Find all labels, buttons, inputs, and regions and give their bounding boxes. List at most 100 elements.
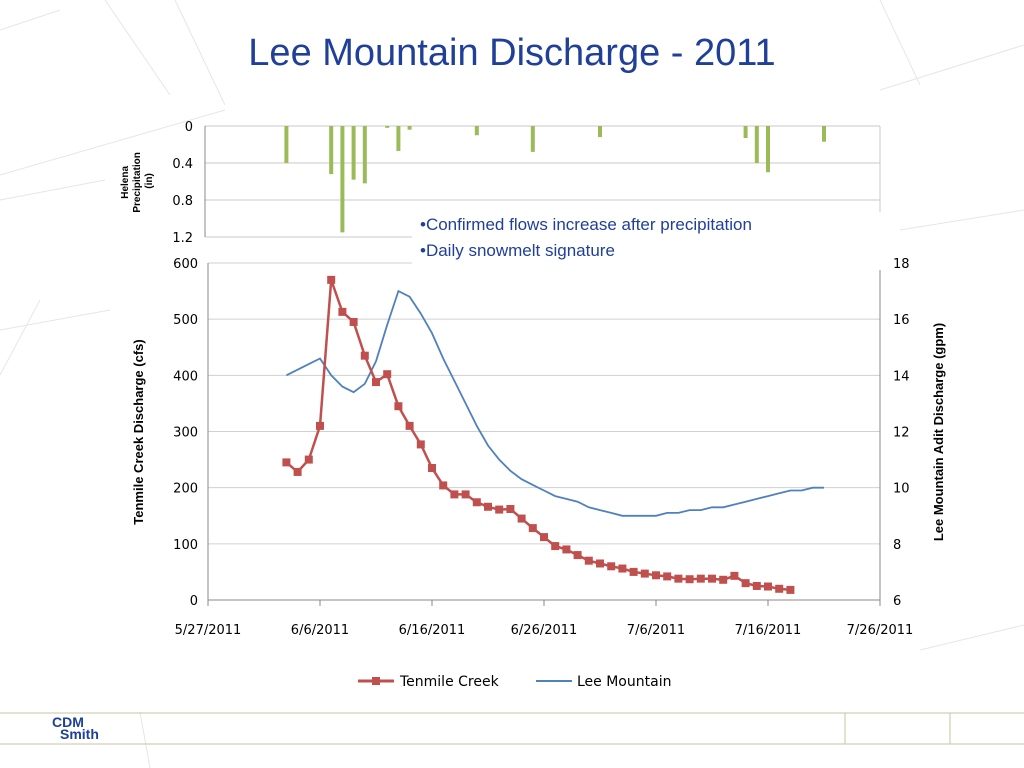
x-tick-label: 6/16/2011: [399, 623, 466, 638]
tenmile-creek-point: [506, 505, 515, 514]
tenmile-creek-point: [696, 574, 705, 583]
left-axis-label: Tenmile Creek Discharge (cfs): [131, 339, 146, 524]
tenmile-creek-line: [285, 279, 791, 592]
precipitation-chart: 0 0.4 0.8 1.2 Helena Precipitation (in): [120, 120, 881, 246]
precip-bar: [396, 126, 401, 151]
tenmile-creek-point: [596, 559, 604, 568]
tenmile-creek-point: [528, 524, 537, 533]
precip-bar: [284, 126, 289, 163]
tenmile-creek-point: [562, 545, 571, 554]
tenmile-creek-point: [450, 490, 459, 499]
tenmile-creek-point: [551, 542, 560, 551]
left-y-tick-label: 400: [173, 369, 198, 384]
right-y-tick-label: 8: [893, 538, 901, 553]
legend-tenmile-marker: [372, 677, 380, 685]
footer-bar: [0, 712, 1024, 745]
annotation-callout: •Confirmed flows increase after precipit…: [412, 212, 886, 270]
tenmile-creek-point: [316, 421, 324, 430]
precip-bar: [530, 126, 535, 152]
tenmile-creek-point: [349, 317, 358, 326]
tenmile-creek-point: [573, 551, 582, 560]
discharge-line-chart: 0 100 200 300 400 500 600 6 8 10 12 14 16 18 5/27/2011…: [131, 257, 946, 638]
logo-line-2: Smith: [60, 726, 99, 742]
precip-bar: [351, 126, 356, 180]
x-tick-label: 6/26/2011: [511, 623, 578, 638]
tenmile-creek-point: [383, 370, 392, 379]
callout-bullet-1: •Confirmed flows increase after precipit…: [420, 215, 752, 234]
x-tick-label: 7/26/2011: [847, 623, 914, 638]
tenmile-creek-point: [461, 490, 470, 499]
left-y-tick-label: 500: [173, 313, 198, 328]
left-y-tick-label: 300: [173, 426, 198, 441]
tenmile-creek-point: [629, 567, 638, 576]
tenmile-creek-point: [730, 571, 739, 580]
left-y-tick-label: 600: [173, 257, 198, 272]
precip-tick-2: 0.8: [172, 194, 193, 209]
tenmile-creek-point: [372, 378, 380, 387]
tenmile-creek-point: [640, 569, 649, 578]
tenmile-creek-point: [293, 467, 302, 476]
precip-bar: [754, 126, 759, 163]
x-tick-label: 6/6/2011: [291, 623, 349, 638]
tenmile-creek-point: [405, 421, 414, 430]
right-y-tick-label: 6: [893, 594, 901, 609]
precip-tick-3: 1.2: [172, 231, 193, 246]
left-y-tick-label: 0: [190, 594, 198, 609]
right-y-tick-label: 14: [893, 369, 910, 384]
logo-line-1: CDM: [52, 714, 84, 730]
slide-title: Lee Mountain Discharge - 2011: [248, 32, 776, 74]
company-logo: CDM Smith: [52, 714, 99, 742]
tenmile-creek-point: [495, 505, 504, 514]
tenmile-creek-point: [618, 564, 627, 573]
legend-tenmile-label: Tenmile Creek: [399, 674, 500, 690]
precip-tick-1: 0.4: [172, 157, 193, 172]
precip-axis-label: Helena Precipitation (in): [120, 149, 155, 212]
tenmile-creek-point: [685, 575, 694, 584]
tenmile-creek-point: [472, 498, 481, 507]
tenmile-creek-point: [674, 574, 683, 583]
tenmile-creek-point: [394, 402, 403, 411]
precip-bar: [407, 126, 412, 130]
tenmile-creek-point: [719, 575, 728, 584]
precip-bar: [329, 126, 334, 175]
legend: Tenmile Creek Lee Mountain: [358, 674, 671, 690]
precip-bar: [340, 126, 345, 233]
precip-bar: [598, 126, 602, 138]
tenmile-creek-point: [607, 562, 616, 571]
lee-mountain-line: [285, 289, 824, 517]
tenmile-creek-point: [775, 584, 784, 593]
tenmile-creek-point: [663, 572, 672, 581]
right-y-tick-label: 12: [893, 426, 910, 441]
right-y-tick-label: 18: [893, 257, 910, 272]
legend-lee-label: Lee Mountain: [577, 674, 671, 690]
callout-bullet-2: •Daily snowmelt signature: [420, 241, 615, 260]
tenmile-creek-point: [360, 351, 369, 360]
tenmile-creek-point: [708, 574, 716, 583]
precip-bar: [474, 126, 479, 136]
tenmile-creek-point: [304, 455, 313, 464]
tenmile-creek-point: [428, 464, 436, 473]
precip-bar: [362, 126, 367, 184]
precip-bar: [766, 126, 770, 173]
x-tick-label: 5/27/2011: [175, 623, 242, 638]
tenmile-creek-point: [517, 514, 526, 523]
precip-tick-0: 0: [185, 120, 193, 135]
tenmile-creek-point: [540, 533, 548, 542]
precip-bar: [385, 126, 390, 128]
tenmile-creek-point: [416, 440, 425, 449]
tenmile-creek-point: [764, 582, 772, 591]
x-tick-label: 7/6/2011: [627, 623, 685, 638]
right-axis-label: Lee Mountain Adit Discharge (gpm): [931, 323, 946, 541]
precip-bar: [822, 126, 826, 142]
precip-bar: [743, 126, 748, 139]
tenmile-creek-point: [282, 458, 291, 467]
right-y-tick-label: 10: [893, 482, 910, 497]
tenmile-creek-point: [327, 275, 336, 284]
tenmile-creek-point: [652, 571, 660, 580]
tenmile-creek-point: [786, 585, 795, 594]
left-y-tick-label: 100: [173, 538, 198, 553]
tenmile-creek-point: [484, 502, 492, 511]
tenmile-creek-point: [439, 481, 448, 490]
